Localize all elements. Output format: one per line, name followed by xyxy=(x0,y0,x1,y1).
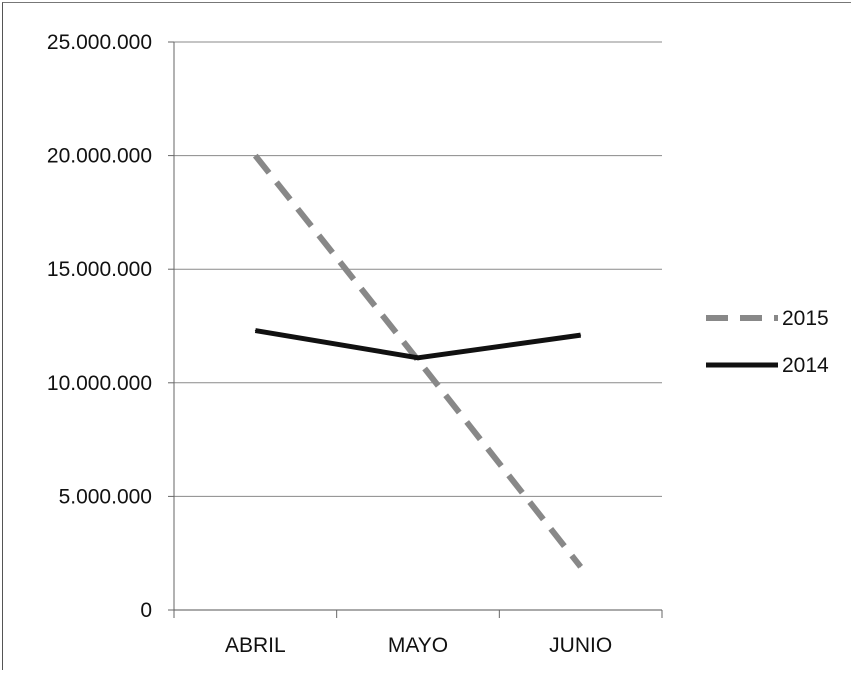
legend: 2015 2014 xyxy=(706,307,829,377)
axes xyxy=(168,41,663,618)
data-point-2014 xyxy=(580,334,582,336)
data-point-2015 xyxy=(254,155,256,157)
y-tick-label: 5.000.000 xyxy=(59,485,152,508)
data-point-2014 xyxy=(254,330,256,332)
y-tick-label: 25.000.000 xyxy=(47,31,152,54)
legend-label-2015: 2015 xyxy=(782,307,829,330)
y-axis-tick-labels: 0 5.000.000 10.000.000 15.000.000 20.000.000… xyxy=(47,31,152,622)
data-point-2014 xyxy=(417,357,419,359)
x-axis-tick-labels: ABRIL MAYO JUNIO xyxy=(225,634,612,657)
x-tick-label: MAYO xyxy=(388,634,448,657)
x-tick-label: ABRIL xyxy=(225,634,286,657)
y-tick-label: 20.000.000 xyxy=(47,145,152,168)
y-tick-label: 0 xyxy=(140,599,152,622)
series-line-2014 xyxy=(254,328,582,361)
data-point-2015 xyxy=(580,566,582,568)
y-tick-label: 15.000.000 xyxy=(47,258,152,281)
x-tick-label: JUNIO xyxy=(549,634,612,657)
gridlines xyxy=(174,41,662,497)
legend-label-2014: 2014 xyxy=(782,354,829,377)
y-tick-label: 10.000.000 xyxy=(47,372,152,395)
series-lines xyxy=(252,153,584,569)
series-line-2015 xyxy=(252,153,584,569)
